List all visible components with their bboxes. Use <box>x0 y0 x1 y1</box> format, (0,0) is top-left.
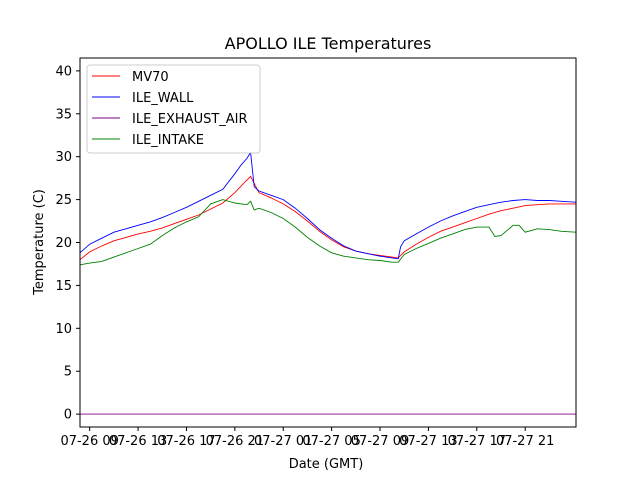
legend-label: ILE_INTAKE <box>132 133 204 148</box>
y-axis-ticks: 0 5 10 15 20 25 30 35 40 <box>55 64 80 423</box>
legend-label: MV70 <box>132 70 169 85</box>
x-tick-label: 07-27 17 <box>448 434 506 449</box>
series-line-mv70 <box>79 175 576 261</box>
y-tick-label: 40 <box>55 64 72 79</box>
series-line-ile-intake <box>79 199 577 266</box>
y-tick-label: 0 <box>64 408 72 423</box>
x-tick-label: 07-27 13 <box>399 434 457 449</box>
y-tick-label: 15 <box>55 279 72 294</box>
y-axis-label: Temperature (C) <box>32 189 47 296</box>
x-axis-label: Date (GMT) <box>289 457 364 472</box>
x-tick-label: 07-26 17 <box>157 434 215 449</box>
x-tick-label: 07-26 21 <box>206 434 264 449</box>
y-tick-label: 25 <box>55 193 72 208</box>
plot-frame <box>79 57 577 428</box>
y-tick-label: 30 <box>55 150 72 165</box>
legend: MV70 ILE_WALL ILE_EXHAUST_AIR ILE_INTAKE <box>86 64 261 154</box>
x-tick-label: 07-26 13 <box>109 434 167 449</box>
series-line-ile-wall <box>79 151 577 260</box>
y-tick-label: 5 <box>64 365 72 380</box>
chart-title: APOLLO ILE Temperatures <box>225 34 432 53</box>
x-tick-label: 07-26 09 <box>60 434 118 449</box>
legend-box <box>86 64 261 154</box>
x-tick-label: 07-27 01 <box>254 434 312 449</box>
legend-label: ILE_EXHAUST_AIR <box>132 112 248 127</box>
x-tick-label: 07-27 05 <box>302 434 360 449</box>
y-tick-label: 35 <box>55 107 72 122</box>
legend-label: ILE_WALL <box>132 91 194 106</box>
x-tick-label: 07-27 09 <box>351 434 409 449</box>
x-tick-label: 07-27 21 <box>496 434 554 449</box>
y-tick-label: 10 <box>55 322 72 337</box>
series-group <box>79 151 577 415</box>
y-tick-label: 20 <box>55 236 72 251</box>
